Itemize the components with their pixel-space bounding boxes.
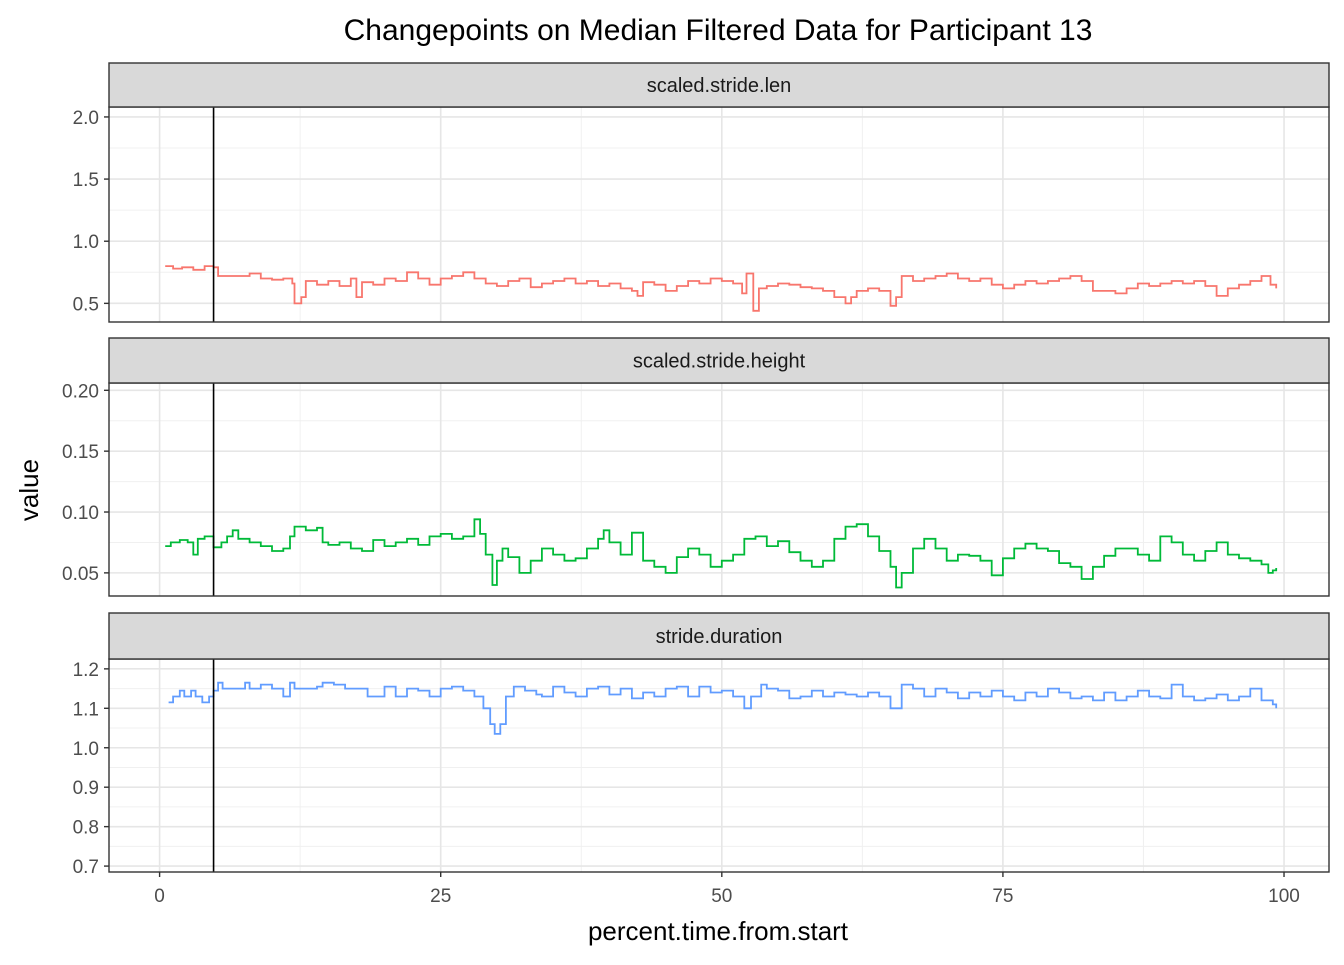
facet-strip [108, 612, 1330, 660]
x-tick-label: 100 [1268, 886, 1300, 907]
y-axis-label: value [14, 459, 44, 521]
x-tick-label: 0 [154, 886, 165, 907]
y-tick-label: 0.7 [73, 857, 99, 878]
facet-strip [108, 337, 1330, 384]
y-tick-label: 1.1 [73, 699, 99, 720]
panel-background [109, 383, 1329, 596]
series-line-scaled.stride.len [165, 265, 1278, 312]
y-tick-label: 0.10 [62, 503, 99, 524]
y-tick-label: 0.5 [73, 294, 99, 315]
x-tick-label: 50 [711, 886, 732, 907]
y-tick-label: 0.15 [62, 442, 99, 463]
y-tick-label: 1.2 [73, 660, 99, 681]
y-tick-label: 1.0 [73, 739, 99, 760]
panel-background [109, 659, 1329, 872]
y-tick-label: 0.9 [73, 778, 99, 799]
y-tick-label: 2.0 [73, 108, 99, 129]
y-tick-label: 0.05 [62, 564, 99, 585]
facet-strip-label: scaled.stride.len [647, 75, 792, 97]
facet-panel-scaled.stride.height: scaled.stride.height 0.05 0.10 0.15 0.20 [62, 337, 1330, 597]
x-tick-label: 75 [992, 886, 1013, 907]
series-line-scaled.stride.height [165, 518, 1278, 589]
y-tick-label: 1.0 [73, 232, 99, 253]
y-tick-label: 0.8 [73, 818, 99, 839]
facet-panel-stride.duration: stride.duration 0.7 0.8 0.9 1.0 1.1 1.2 [73, 612, 1330, 878]
facet-strip-label: stride.duration [656, 626, 783, 648]
chart-title: Changepoints on Median Filtered Data for… [344, 14, 1093, 47]
y-tick-label: 1.5 [73, 170, 99, 191]
facet-strip [108, 62, 1330, 108]
series-line-stride.duration [168, 681, 1278, 735]
facet-panel-scaled.stride.len: scaled.stride.len 0.5 1.0 1.5 2.0 [73, 62, 1330, 323]
x-tick-label: 25 [430, 886, 451, 907]
facet-strip-label: scaled.stride.height [633, 351, 806, 373]
y-tick-label: 0.20 [62, 381, 99, 402]
panel-background [109, 107, 1329, 322]
x-axis-label: percent.time.from.start [588, 916, 849, 946]
